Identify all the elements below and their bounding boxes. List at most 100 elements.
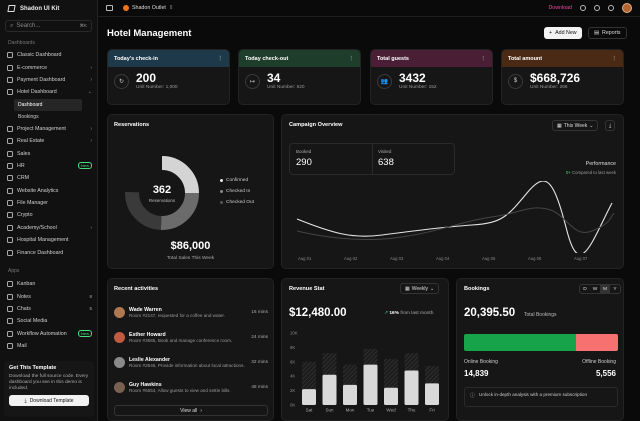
sidebar-item[interactable]: Mail [0, 340, 98, 352]
more-icon[interactable]: ⋮ [217, 55, 224, 62]
bell-icon[interactable] [580, 5, 586, 11]
sidebar-item[interactable]: Kanban [0, 278, 98, 290]
search-input[interactable]: ⌕ Search... ⌘K [5, 20, 92, 32]
activity-time: 24 mins [251, 334, 268, 340]
sidebar-item[interactable]: CRM [0, 172, 98, 184]
activity-name: Leslie Alexander [129, 356, 171, 363]
sidebar-item[interactable]: Classic Dashboard [0, 49, 98, 61]
activity-item[interactable]: Guy Hawkins Room #5654, Allow guests to v… [114, 376, 268, 398]
download-template-button[interactable]: ⤓ Download Template [9, 395, 89, 406]
sidebar-item[interactable]: Payment Dashboard › [0, 74, 98, 86]
sidebar-item[interactable]: Crypto [0, 209, 98, 221]
revenue-bar [302, 389, 316, 405]
sidebar-item[interactable]: HR New [0, 160, 98, 172]
campaign-period-select[interactable]: ▦ This Week ⌄ [552, 120, 599, 131]
more-icon[interactable]: ⋮ [480, 55, 487, 62]
campaign-period-label: This Week [563, 122, 588, 129]
activity-item[interactable]: Leslie Alexander Room #2546, Provide info… [114, 351, 268, 373]
range-toggle-m[interactable]: M [600, 285, 610, 293]
brand-name: Shadon UI Kit [20, 5, 60, 12]
activity-text: Leslie Alexander Room #2546, Provide info… [129, 357, 247, 368]
reports-button[interactable]: ▤ Reports [588, 27, 627, 39]
range-toggle-y[interactable]: Y [613, 286, 617, 292]
revenue-period-select[interactable]: ▦ Weekly ⌄ [400, 283, 440, 294]
section-apps: Apps [8, 268, 20, 274]
more-icon[interactable]: ⋮ [611, 55, 618, 62]
sidebar-item[interactable]: Notes 8 [0, 290, 98, 302]
user-avatar[interactable] [622, 3, 632, 13]
workspace-switcher[interactable]: Shadon Outlet ⇕ [123, 5, 173, 11]
nav-icon [7, 249, 13, 256]
legend-checked-in: Checked In [220, 189, 250, 194]
reservations-count-label: Reservations [148, 198, 176, 203]
x-tick-label: Aug 07 [574, 256, 588, 261]
sidebar-item[interactable]: Website Analytics [0, 185, 98, 197]
bookings-total-value: 20,395.50 [464, 307, 516, 319]
y-tick-label: 4K [290, 374, 295, 379]
more-icon[interactable]: ⋮ [348, 55, 355, 62]
legend-swatch [220, 190, 223, 193]
sidebar-subitem[interactable]: Bookings [18, 113, 39, 120]
x-tick-label: Wed [386, 408, 396, 413]
campaign-kpi-box: Booked 290 Visited 638 [289, 143, 455, 175]
range-toggle-w[interactable]: W [592, 286, 598, 292]
sun-icon[interactable] [594, 5, 600, 11]
sidebar-item-label: File Manager [17, 200, 48, 207]
nav-icon [7, 237, 13, 244]
legend-swatch [220, 201, 223, 204]
sidebar-item-label: Website Analytics [17, 187, 59, 194]
chevron-icon: ⌄ [87, 89, 92, 96]
activity-item[interactable]: Esther Howard Room #3565, Book and manage… [114, 326, 268, 348]
x-tick-label: Aug 03 [390, 256, 404, 261]
avatar [114, 306, 125, 318]
campaign-card: Campaign Overview ▦ This Week ⌄ ⤓ Booked… [281, 114, 624, 269]
y-tick-label: 0K [290, 403, 295, 408]
add-new-button[interactable]: + Add New [544, 27, 582, 39]
visited-label: Visited [378, 149, 392, 154]
search-placeholder: Search... [16, 23, 41, 29]
stat-card-body: $ $668,726 Unit Number: 266 [502, 67, 623, 95]
palette-icon[interactable] [608, 5, 614, 11]
activity-time: 32 mins [251, 359, 268, 365]
revenue-period-label: Weekly [411, 285, 429, 292]
sidebar-item[interactable]: Social Media [0, 315, 98, 327]
sidebar-item-label: E-commerce [17, 64, 48, 71]
sidebar-item[interactable]: Finance Dashboard [0, 246, 98, 258]
stat-card-body: ↦ 34 Unit Number: 520 [239, 67, 360, 95]
sidebar-item[interactable]: Academy/School › [0, 222, 98, 234]
sidebar-item[interactable]: E-commerce › [0, 61, 98, 73]
sidebar-item[interactable]: Workflow Automation New [0, 328, 98, 340]
download-icon: ⤓ [24, 397, 27, 404]
view-all-button[interactable]: View all › [114, 405, 268, 416]
activity-item[interactable]: Wade Warren Room #2147, requested for a c… [114, 301, 268, 323]
reservations-count: 362 [152, 184, 172, 196]
page-title: Hotel Management [107, 28, 192, 39]
file-icon: ▤ [594, 30, 600, 36]
revenue-bar [384, 387, 398, 405]
nav-icon [7, 125, 13, 132]
sidebar-item-label: Academy/School [17, 224, 57, 231]
sidebar-item[interactable]: Project Management › [0, 123, 98, 135]
sidebar-item[interactable]: Sales [0, 147, 98, 159]
plus-icon: + [549, 30, 553, 36]
download-link[interactable]: Download [548, 5, 572, 11]
sidebar-subitem[interactable]: Dashboard [14, 98, 82, 111]
stat-text: 34 Unit Number: 520 [267, 72, 305, 91]
sidebar-item[interactable]: Chats 5 [0, 303, 98, 315]
sidebar-item-label: Chats [17, 305, 31, 312]
sidebar-item[interactable]: Real Estate › [0, 135, 98, 147]
range-toggle-d[interactable]: D [583, 286, 587, 292]
y-tick-label: 6K [290, 359, 295, 364]
sidebar-toggle-icon[interactable] [106, 5, 113, 11]
donut-confirmed [125, 156, 199, 230]
stat-unit: Unit Number: 1,000 [136, 85, 178, 90]
sidebar-item[interactable]: File Manager [0, 197, 98, 209]
revenue-bar [404, 370, 419, 405]
brand[interactable]: Shadon UI Kit [0, 0, 97, 17]
sidebar-item[interactable]: Hotel Dashboard ⌄ [0, 86, 98, 98]
online-booking-label: Online Booking [464, 359, 498, 365]
legend-swatch [220, 179, 223, 182]
campaign-download-button[interactable]: ⤓ [605, 120, 616, 131]
legend-label: Checked Out [226, 200, 254, 205]
sidebar-item[interactable]: Hospital Management [0, 234, 98, 246]
